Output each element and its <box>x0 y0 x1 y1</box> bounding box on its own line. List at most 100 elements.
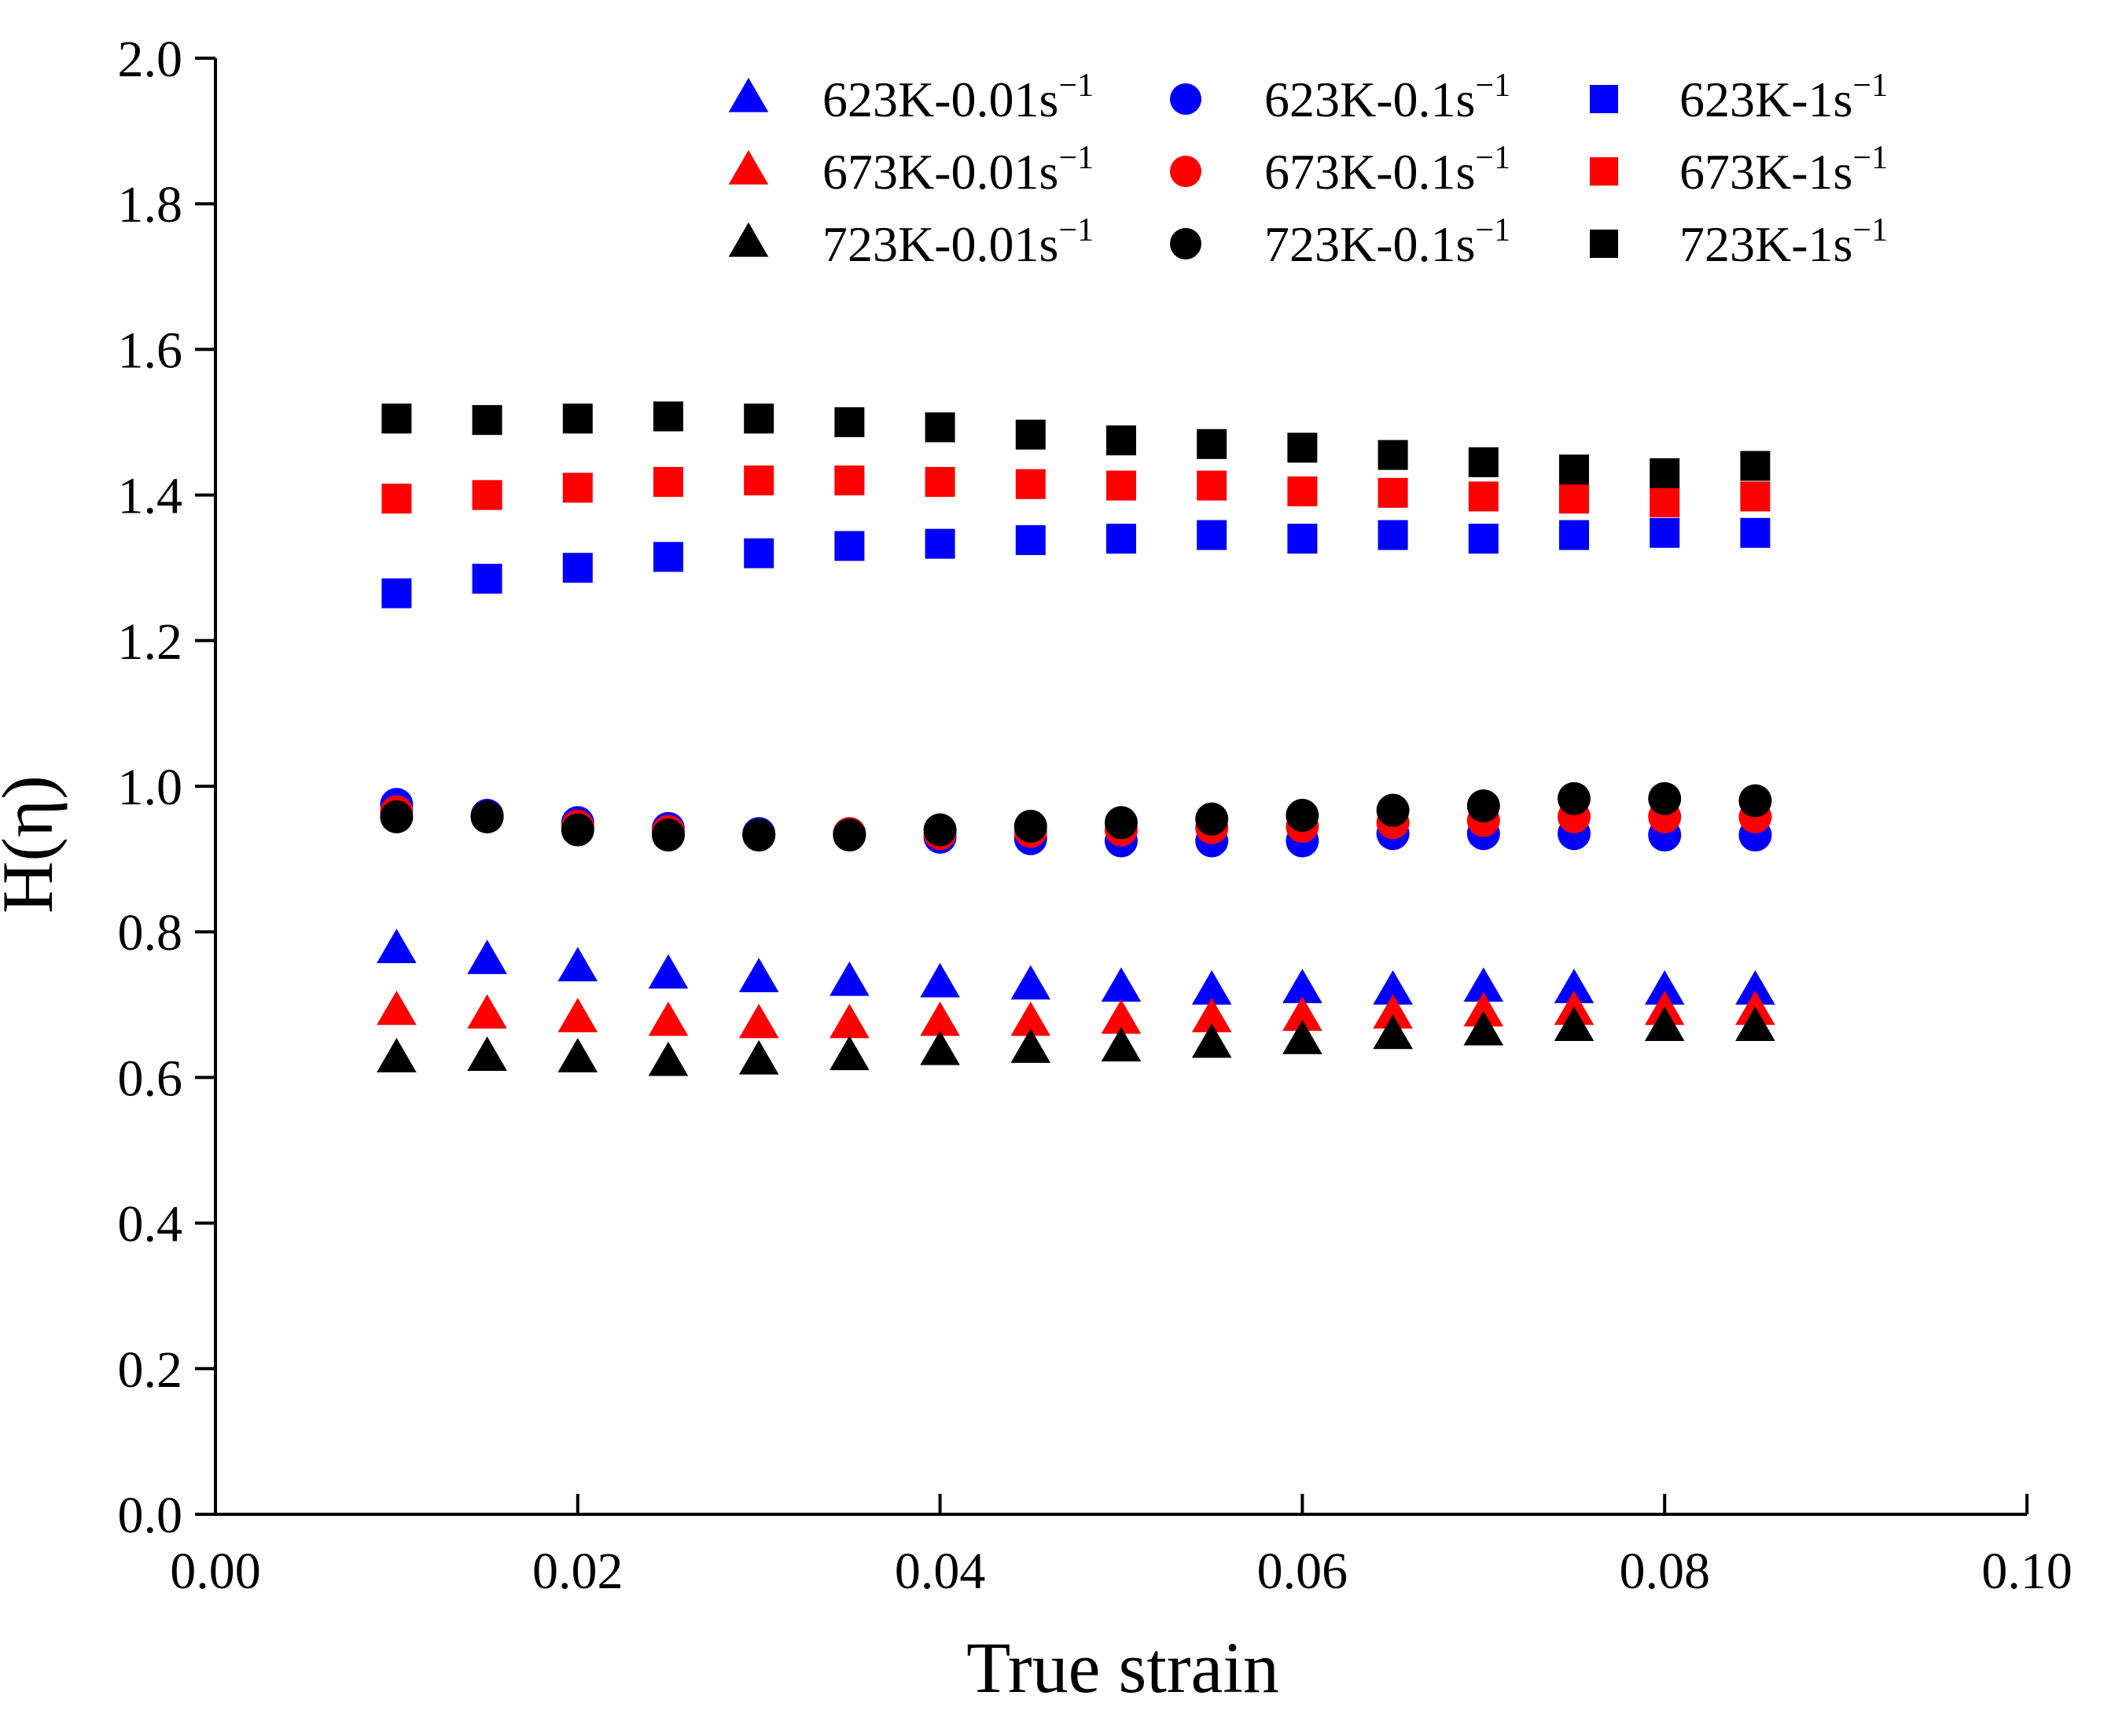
circle-point <box>1738 784 1772 818</box>
legend-entry: 723K-0.1s−1 <box>1170 212 1510 272</box>
circle-point <box>652 818 685 852</box>
square-point <box>925 466 955 497</box>
series-723k-0.1s <box>380 782 1772 852</box>
triangle-point <box>648 1041 689 1076</box>
square-point <box>653 466 683 497</box>
square-point <box>744 465 774 496</box>
legend-entry: 673K-1s−1 <box>1590 140 1888 200</box>
square-point <box>1106 470 1136 501</box>
legend-label: 723K-1s−1 <box>1679 212 1888 272</box>
series-623k-1s <box>381 517 1771 609</box>
triangle-point <box>920 962 960 998</box>
square-point <box>653 401 683 432</box>
y-tick-label: 0.6 <box>118 1050 183 1107</box>
square-point <box>834 465 865 496</box>
square-point <box>562 473 593 503</box>
square-point <box>834 407 865 437</box>
circle-point <box>1286 799 1319 833</box>
square-point <box>472 564 502 594</box>
legend-entry: 723K-0.01s−1 <box>728 212 1094 272</box>
legend-label: 623K-0.1s−1 <box>1264 68 1510 127</box>
triangle-point <box>829 961 870 996</box>
square-point <box>472 480 502 510</box>
square-point <box>472 405 502 436</box>
square-point <box>925 528 955 559</box>
triangle-point <box>1101 1027 1142 1061</box>
legend-circle-icon <box>1170 83 1201 115</box>
square-point <box>1287 432 1318 463</box>
legend-circle-icon <box>1170 228 1201 259</box>
circle-point <box>742 818 776 852</box>
legend-triangle-icon <box>728 222 769 257</box>
square-point <box>1015 419 1046 450</box>
triangle-point <box>1735 1006 1775 1042</box>
circle-point <box>1195 802 1229 836</box>
square-point <box>834 531 865 561</box>
legend-square-icon <box>1590 157 1618 186</box>
triangle-point <box>920 1001 960 1036</box>
triangle-point <box>1644 970 1685 1005</box>
legend-label: 623K-0.01s−1 <box>822 68 1094 127</box>
triangle-point <box>1191 1023 1232 1058</box>
square-point <box>1468 447 1499 477</box>
triangle-point <box>829 1003 870 1039</box>
series-723k-0.01s <box>377 1006 1775 1076</box>
y-tick-label: 1.4 <box>118 468 183 525</box>
triangle-point <box>1373 1014 1413 1050</box>
triangle-point <box>467 940 507 974</box>
square-point <box>1559 520 1589 550</box>
triangle-point <box>1282 1020 1322 1054</box>
y-tick-label: 0.2 <box>118 1341 183 1399</box>
circle-point <box>1648 782 1682 815</box>
square-point <box>1106 524 1136 554</box>
square-point <box>1287 524 1318 554</box>
y-tick-label: 1.2 <box>118 613 183 671</box>
triangle-point <box>1463 967 1504 1002</box>
y-axis-title: H(η) <box>0 775 68 914</box>
axes: 0.0 0.2 0.4 0.6 0.8 1.0 1.2 1.4 1.6 1.8 2.0 0.00 0.0… <box>118 31 2073 1600</box>
triangle-point <box>1282 996 1322 1032</box>
y-tick-label: 2.0 <box>118 31 183 88</box>
square-point <box>1106 425 1136 456</box>
triangle-point <box>1554 969 1595 1003</box>
legend-entry: 623K-0.1s−1 <box>1170 68 1510 127</box>
square-point <box>1740 481 1771 512</box>
legend: 623K-0.01s−1 673K-0.01s−1 723K-0.01s−1 623K… <box>728 68 1888 272</box>
square-point <box>744 403 774 434</box>
triangle-point <box>557 998 598 1032</box>
square-point <box>1197 470 1227 501</box>
square-point <box>1650 517 1680 548</box>
circle-point <box>1376 793 1410 827</box>
x-tick-label: 0.00 <box>170 1543 261 1600</box>
triangle-point <box>1373 970 1413 1005</box>
y-tick-label: 0.8 <box>118 904 183 962</box>
square-point <box>381 578 412 609</box>
square-point <box>1468 524 1499 554</box>
triangle-point <box>1373 994 1413 1029</box>
x-tick-label: 0.10 <box>1981 1543 2073 1600</box>
series-723k-1s <box>381 401 1771 488</box>
square-point <box>1378 520 1408 550</box>
circle-point <box>1013 809 1047 843</box>
triangle-point <box>648 954 689 989</box>
legend-label: 673K-0.1s−1 <box>1264 140 1510 200</box>
triangle-point <box>1010 965 1051 1000</box>
legend-circle-icon <box>1170 156 1201 187</box>
square-point <box>381 484 412 514</box>
series-623k-0.01s <box>377 929 1775 1005</box>
y-tick-label: 1.8 <box>118 176 183 234</box>
x-tick-label: 0.08 <box>1619 1543 1710 1600</box>
x-tick-label: 0.04 <box>895 1543 986 1600</box>
square-point <box>653 542 683 572</box>
circle-point <box>1466 789 1500 823</box>
legend-label: 723K-0.01s−1 <box>822 212 1094 272</box>
triangle-point <box>1010 1001 1051 1036</box>
square-point <box>1287 476 1318 506</box>
y-tick-label: 1.0 <box>118 759 183 816</box>
x-tick-label: 0.02 <box>532 1543 623 1600</box>
y-tick-label: 0.4 <box>118 1196 183 1253</box>
circle-point <box>833 818 866 852</box>
square-point <box>1378 477 1408 508</box>
series-673k-1s <box>381 465 1771 517</box>
